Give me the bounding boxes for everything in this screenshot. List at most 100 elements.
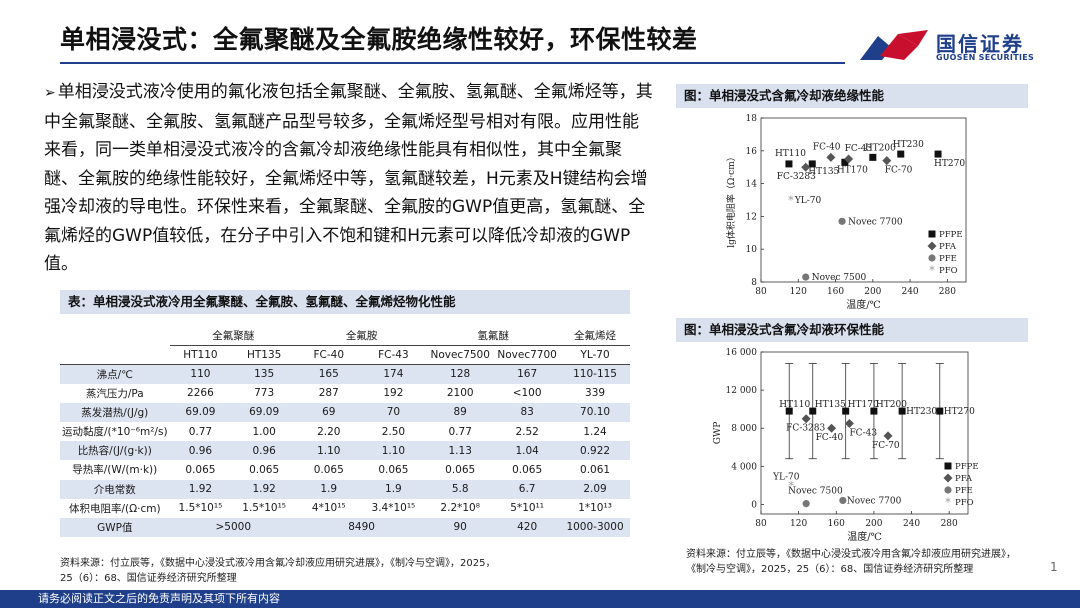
insulation-chart: 80 120 160 200 240 280 8 10 12 14 16 18 温度/℃ lg体积电阻率（…: [725, 114, 967, 310]
table-cell: 0.77: [448, 425, 472, 438]
y-tick-label: 18: [746, 114, 758, 124]
marker-pfe: [838, 217, 846, 225]
row-label: GWP值: [60, 517, 170, 538]
point-label: HT135: [815, 400, 846, 410]
y-tick-label: 4 000: [731, 462, 757, 472]
table-row: 沸点/℃ 110 135 165 174 128 167 110-115: [60, 364, 630, 384]
logo-mark-icon: [860, 30, 928, 60]
table-row: 介电常数 1.92 1.92 1.9 1.9 5.8 6.7 2.09: [60, 479, 630, 499]
table-cell: 2266: [187, 387, 214, 400]
table-cell: 0.065: [313, 463, 344, 476]
row-label: 运动黏度/(*10⁻⁶m²/s): [62, 426, 168, 439]
marker-pfe: [928, 254, 936, 262]
y-tick-label: 8: [751, 278, 757, 288]
model-header: FC-40: [296, 345, 361, 365]
table-cell: 287: [318, 387, 339, 400]
marker-pfa: [844, 418, 854, 428]
y-tick-label: 12: [746, 212, 757, 222]
table-cell: 165: [296, 364, 361, 384]
marker-pfpe: [785, 407, 793, 415]
point-label: FC-40: [816, 433, 844, 443]
legend-label: PFE: [955, 486, 973, 496]
table-group-row: 全氟聚醚 全氟胺 氢氟醚 全氟烯烃: [60, 326, 630, 346]
marker-pfpe: [944, 462, 952, 470]
body-text: 单相浸没式液冷使用的氟化液包括全氟聚醚、全氟胺、氢氟醚、全氟烯烃等，其中全氟聚醚…: [44, 82, 653, 274]
source-line: 《制冷与空调》，2025，25（6）：68、国信证券经济研究所整理: [686, 564, 974, 575]
brand-logo: 国信证券 GUOSEN SECURITIES: [858, 26, 1068, 66]
marker-pfpe: [869, 153, 877, 161]
table-cell: 110-115: [560, 364, 630, 384]
y-axis-label: lg体积电阻率（Ω·cm）: [725, 152, 737, 248]
marker-pfa: [801, 414, 811, 424]
point-label: HT270: [934, 159, 965, 169]
table-cell: 0.065: [249, 463, 280, 476]
marker-pfa: [927, 241, 937, 251]
legend-label: PFPE: [955, 462, 979, 472]
row-label: 沸点/℃: [60, 364, 170, 384]
point-label: Novec 7500: [812, 273, 867, 283]
table-cell: 1.5*10¹⁵: [178, 502, 223, 515]
table-cell: 69.09: [231, 402, 297, 422]
chart2-title: 图：单相浸没式含氟冷却液环保性能: [676, 318, 1028, 342]
marker-pfa: [882, 156, 892, 166]
table-row: 比热容/(J/(g·k)) 0.96 0.96 1.10 1.10 1.13 1.04 0.9…: [60, 441, 630, 461]
table-cell: 83: [494, 402, 561, 422]
table-cell: 1.10: [360, 441, 427, 461]
table-row: 蒸发潜热/(J/g) 69.09 69.09 69 70 89 83 70.10: [60, 402, 630, 422]
table-cell: 167: [494, 364, 561, 384]
table-cell: 1.9: [296, 479, 361, 499]
table-cell: 70: [360, 402, 427, 422]
marker-pfpe: [934, 150, 942, 158]
table-cell: 0.061: [580, 463, 611, 476]
table-cell: 2.52: [515, 425, 539, 438]
legend-label: PFPE: [939, 230, 963, 240]
table-cell: 110: [169, 364, 232, 384]
legend-label: PFE: [939, 254, 957, 264]
row-label: 导热率/(W/(m·k)): [72, 464, 158, 477]
table-cell: 1.04: [494, 441, 561, 461]
footer-disclaimer: 请务必阅读正文之后的免责声明及其项下所有内容: [0, 590, 1080, 608]
gwp-chart: 80 120 160 200 240 280 0 4 000 8 000 12 000 16 000…: [713, 348, 979, 543]
group-header: 全氟烯烃: [560, 326, 630, 346]
point-label: HT110: [779, 400, 810, 410]
point-label: FC-70: [872, 441, 900, 451]
y-tick-label: 16: [746, 147, 758, 157]
marker-pfpe: [898, 407, 906, 415]
row-label: 比热容/(J/(g·k)): [60, 441, 170, 461]
marker-pfe: [944, 486, 952, 494]
x-tick-label: 80: [755, 287, 767, 297]
table-cell: 89: [426, 402, 495, 422]
group-header: 氢氟醚: [426, 326, 561, 346]
x-tick-label: 200: [864, 287, 881, 297]
plot-frame: [760, 117, 967, 283]
y-tick-label: 14: [746, 180, 758, 190]
table-cell: 339: [585, 387, 606, 400]
source-note-left: 资料来源：付立辰等，《数据中心浸没式液冷用含氟冷却液应用研究进展》，《制冷与空调…: [60, 556, 495, 586]
model-header: YL-70: [560, 345, 630, 365]
marker-pfa: [943, 473, 953, 483]
marker-pfa: [883, 431, 893, 441]
x-tick-label: 120: [790, 519, 807, 529]
model-header: HT110: [169, 345, 232, 365]
table-cell: 0.96: [169, 441, 232, 461]
table-cell: 0.065: [512, 463, 543, 476]
marker-pfpe: [842, 407, 850, 415]
marker-pfpe: [808, 160, 816, 168]
table-cell: 1000-3000: [560, 517, 630, 538]
table-cell: 0.96: [231, 441, 297, 461]
table-cell: 1.24: [583, 425, 607, 438]
table-row: 蒸汽压力/Pa 2266 773 287 192 2100 <100 339: [60, 384, 630, 403]
x-axis-label: 温度/℃: [846, 298, 881, 310]
source-line: 25（6）：68、国信证券经济研究所整理: [60, 573, 237, 584]
table-cell: 773: [254, 387, 275, 400]
page-number: 1: [1050, 560, 1058, 574]
row-label: 蒸汽压力/Pa: [85, 387, 144, 400]
table-cell: 5.8: [426, 479, 495, 499]
point-label: HT230: [893, 140, 924, 150]
properties-table: 全氟聚醚 全氟胺 氢氟醚 全氟烯烃 HT110 HT135 FC-40 FC-4…: [60, 326, 630, 538]
table-cell: 2.20: [317, 425, 341, 438]
x-tick-label: 160: [828, 519, 845, 529]
y-tick-label: 10: [746, 245, 758, 255]
model-header: Novec7700: [494, 345, 561, 365]
title-rule: [60, 62, 845, 64]
